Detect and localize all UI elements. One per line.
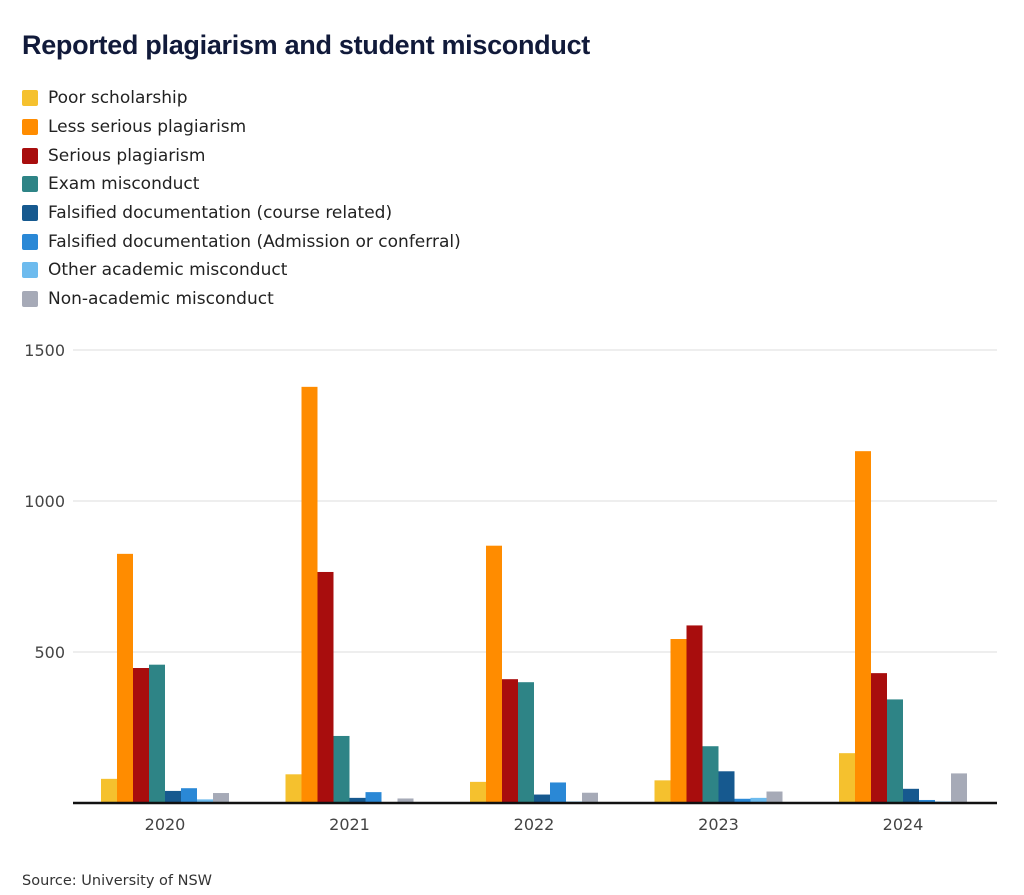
x-tick-label: 2022 <box>514 815 555 834</box>
bar <box>397 798 414 803</box>
chart-title: Reported plagiarism and student miscondu… <box>22 30 590 60</box>
bar <box>486 545 502 803</box>
legend-item: Other academic misconduct <box>22 256 461 285</box>
bar <box>534 794 550 803</box>
bar <box>285 774 302 803</box>
bar <box>117 553 133 803</box>
bar <box>855 451 871 803</box>
legend-swatch <box>22 147 38 164</box>
bar <box>951 773 967 803</box>
legend-swatch <box>22 205 38 222</box>
bar <box>702 746 719 803</box>
bar <box>365 792 382 803</box>
source-note: Source: University of NSW <box>22 873 213 889</box>
bar <box>133 668 149 803</box>
x-axis-ticks: 2020 2021 2022 2023 2024 <box>145 815 924 834</box>
bar <box>349 797 366 803</box>
legend-label: Poor scholarship <box>48 88 188 109</box>
bar <box>213 793 229 803</box>
x-tick-label: 2020 <box>145 815 186 834</box>
legend-label: Non-academic misconduct <box>48 289 274 310</box>
legend-swatch <box>22 119 38 136</box>
bar <box>903 788 919 803</box>
legend-label: Falsified documentation (course related) <box>48 203 393 224</box>
bar <box>470 781 486 803</box>
legend-swatch <box>22 262 38 279</box>
bar <box>502 679 518 803</box>
bar <box>301 386 318 803</box>
bars <box>101 386 967 803</box>
bar <box>686 625 703 803</box>
legend-item: Non-academic misconduct <box>22 285 461 314</box>
legend-item: Falsified documentation (course related) <box>22 199 461 228</box>
x-tick-label: 2021 <box>329 815 370 834</box>
legend-item: Less serious plagiarism <box>22 113 461 142</box>
bar <box>766 791 783 803</box>
legend-label: Exam misconduct <box>48 174 200 195</box>
bar <box>181 788 197 803</box>
y-axis-ticks: 500 1000 1500 <box>24 341 65 662</box>
legend-item: Exam misconduct <box>22 170 461 199</box>
y-tick-label: 1000 <box>24 492 65 511</box>
gridlines <box>73 349 997 653</box>
bar <box>919 799 935 803</box>
x-tick-label: 2024 <box>883 815 924 834</box>
bar <box>550 782 566 803</box>
legend-swatch <box>22 291 38 308</box>
legend-label: Falsified documentation (Admission or co… <box>48 231 461 252</box>
bar <box>670 639 687 803</box>
bar <box>887 699 903 803</box>
bar <box>718 771 735 803</box>
legend: Poor scholarship Less serious plagiarism… <box>22 84 461 314</box>
bar <box>734 798 751 803</box>
bar <box>149 664 165 803</box>
bar <box>750 797 767 803</box>
legend-item: Serious plagiarism <box>22 141 461 170</box>
y-tick-label: 500 <box>34 643 65 662</box>
bar <box>654 780 671 803</box>
legend-label: Less serious plagiarism <box>48 117 247 138</box>
bar <box>197 799 213 803</box>
bar <box>333 735 350 803</box>
legend-item: Falsified documentation (Admission or co… <box>22 227 461 256</box>
legend-label: Other academic misconduct <box>48 260 288 281</box>
bar <box>582 792 598 803</box>
bar <box>871 673 887 803</box>
legend-swatch <box>22 176 38 193</box>
bar-chart: 500 1000 1500 2020 2021 2022 2023 2024 <box>24 341 997 834</box>
legend-item: Poor scholarship <box>22 84 461 113</box>
bar <box>839 753 855 803</box>
bar <box>518 682 534 803</box>
legend-label: Serious plagiarism <box>48 145 206 166</box>
bar <box>317 571 334 803</box>
x-tick-label: 2023 <box>698 815 739 834</box>
legend-swatch <box>22 90 38 107</box>
bar <box>165 790 181 803</box>
bar <box>101 778 117 803</box>
y-tick-label: 1500 <box>24 341 65 360</box>
legend-swatch <box>22 233 38 250</box>
